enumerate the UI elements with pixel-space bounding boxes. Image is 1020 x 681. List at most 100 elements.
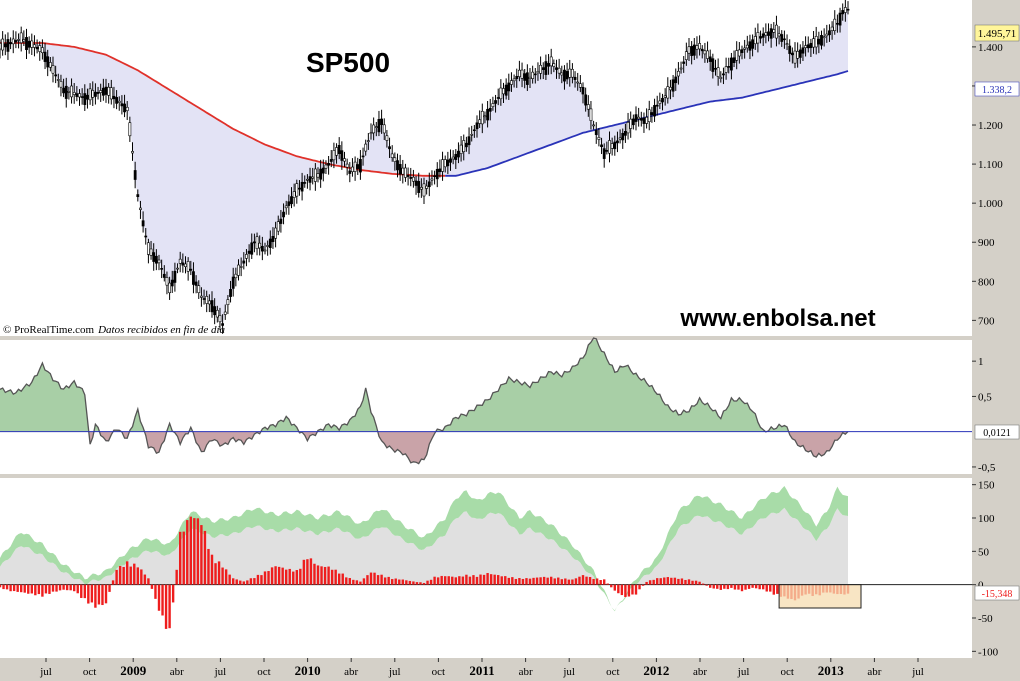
candle-body xyxy=(674,76,678,84)
candle-body xyxy=(618,137,622,140)
candle-body xyxy=(271,235,275,243)
candle-body xyxy=(790,52,794,56)
candle-body xyxy=(356,164,360,169)
x-axis-tick-label: jul xyxy=(911,666,924,678)
candle-body xyxy=(46,56,50,68)
histogram-bar xyxy=(256,574,260,585)
histogram-bar xyxy=(320,566,323,585)
candle-body xyxy=(759,36,762,39)
candle-body xyxy=(56,79,60,81)
histogram-bar xyxy=(408,580,412,585)
candle-body xyxy=(411,176,415,182)
oscillator-positive-area xyxy=(0,340,848,432)
candle-body xyxy=(139,207,142,210)
candle-body xyxy=(480,110,484,125)
oscillator-value-label: 0,0121 xyxy=(983,428,1011,439)
candle-body xyxy=(544,61,548,75)
candle-body xyxy=(430,178,434,181)
histogram-bar xyxy=(108,584,111,592)
candle-body xyxy=(441,159,444,172)
histogram-bar xyxy=(422,582,426,585)
candle-body xyxy=(168,282,172,294)
credit-text: © ProRealTime.com Datos recibidos en fin … xyxy=(3,324,226,336)
histogram-bar xyxy=(330,569,334,585)
candle-body xyxy=(282,211,285,218)
candle-body xyxy=(438,168,442,173)
candle-body xyxy=(679,67,683,70)
candle-body xyxy=(321,167,325,174)
candle-body xyxy=(109,87,113,100)
histogram-bar xyxy=(451,576,454,585)
candle-body xyxy=(78,93,81,98)
histogram-value-tag-box xyxy=(974,585,1020,601)
candle-body xyxy=(348,170,352,174)
candle-body xyxy=(692,44,696,56)
histogram-bar xyxy=(210,554,214,585)
histogram-bar xyxy=(313,563,316,585)
candle-body xyxy=(608,140,611,154)
candle-body xyxy=(796,51,800,59)
candle-body xyxy=(96,92,100,94)
candle-body xyxy=(374,126,378,128)
candle-body xyxy=(568,68,572,78)
histogram-bar xyxy=(362,578,366,585)
candle-body xyxy=(798,49,802,58)
histogram-bar xyxy=(744,584,747,590)
histogram-bar xyxy=(578,576,581,585)
candle-body xyxy=(181,262,185,266)
candle-body xyxy=(115,97,119,104)
candle-body xyxy=(313,168,317,182)
histogram-bar xyxy=(270,567,274,585)
histogram-bar xyxy=(249,578,253,585)
candle-body xyxy=(499,87,503,100)
candle-body xyxy=(59,81,63,88)
candle-body xyxy=(120,103,124,107)
oscillator-negative-area xyxy=(88,431,848,464)
candle-body xyxy=(663,95,667,98)
candle-body xyxy=(753,36,757,45)
candle-body xyxy=(417,181,421,193)
histogram-bar xyxy=(592,578,595,585)
candle-body xyxy=(6,39,10,52)
histogram-bar xyxy=(65,584,69,591)
candle-body xyxy=(584,94,588,106)
candle-body xyxy=(250,242,254,255)
candle-body xyxy=(623,131,627,136)
candle-body xyxy=(22,39,26,42)
candle-body xyxy=(200,295,203,298)
histogram-bar xyxy=(719,584,722,590)
x-axis-tick-label: abr xyxy=(344,666,358,678)
histogram-bar xyxy=(458,576,461,585)
candle-body xyxy=(409,177,413,179)
candle-body xyxy=(242,260,246,264)
histogram-bar xyxy=(224,569,228,585)
histogram-bar xyxy=(133,563,136,585)
candle-body xyxy=(290,196,293,205)
histogram-bar xyxy=(359,581,362,585)
candle-body xyxy=(555,67,558,70)
candle-body xyxy=(462,140,466,153)
histogram-bar xyxy=(493,574,496,585)
candle-body xyxy=(213,306,217,316)
x-axis-tick-label: abr xyxy=(170,666,184,678)
candle-body xyxy=(788,45,792,54)
candle-body xyxy=(457,150,460,158)
candle-body xyxy=(99,90,103,93)
candle-body xyxy=(642,117,646,124)
histogram-bar xyxy=(670,577,673,585)
histogram-bar xyxy=(532,577,535,585)
candle-body xyxy=(523,73,527,81)
histogram-bar xyxy=(129,566,132,585)
histogram-bar xyxy=(574,578,578,585)
histogram-bar xyxy=(518,578,521,585)
candle-body xyxy=(83,93,87,105)
histogram-y-axis: 150 100 50 0 -50 -100 xyxy=(972,480,999,658)
candle-body xyxy=(494,100,497,104)
histogram-bar xyxy=(263,571,267,585)
histogram-bar xyxy=(58,584,62,591)
histogram-bar xyxy=(546,577,549,585)
histogram-bar xyxy=(666,577,669,585)
candle-body xyxy=(234,273,238,279)
credit-source: © ProRealTime.com xyxy=(3,324,95,336)
credit-note: Datos recibidos en fin de día xyxy=(97,324,225,336)
